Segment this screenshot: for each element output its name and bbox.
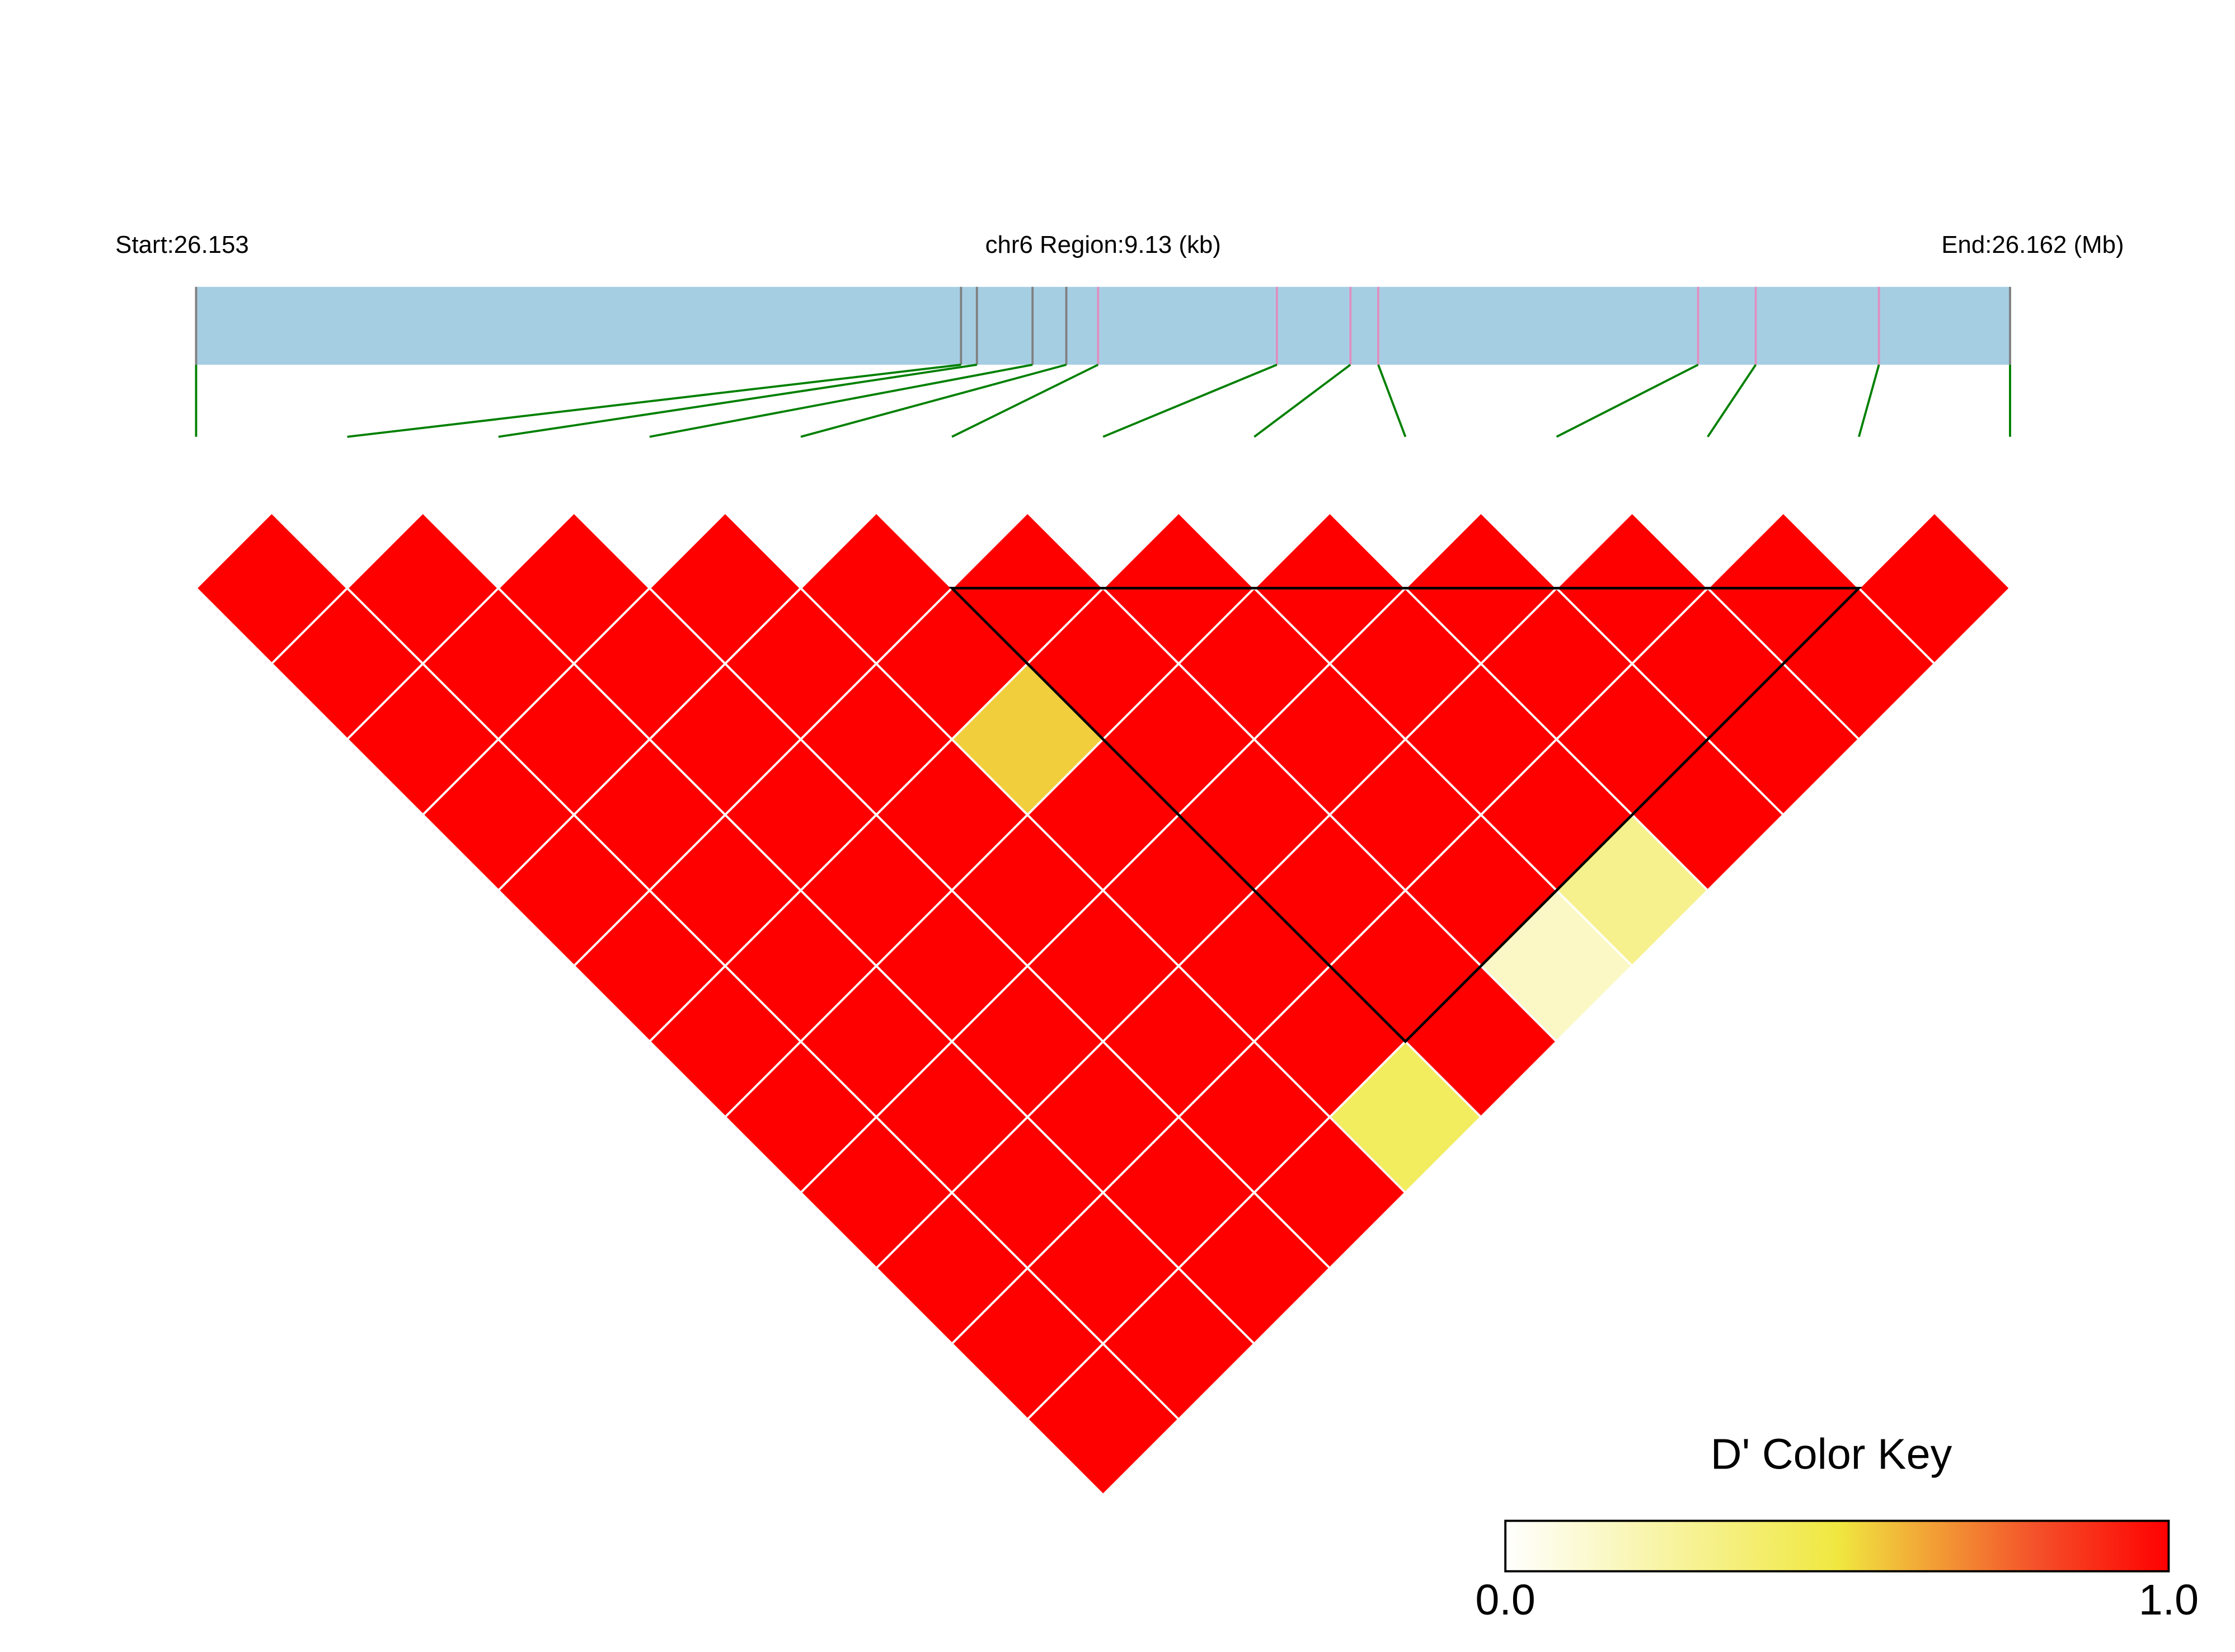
end-label: End:26.162 (Mb) [1941,231,2124,258]
snp-link [649,364,1033,438]
color-key-bar [1504,1519,2170,1573]
color-key-tick-label: 0.0 [1475,1576,1535,1624]
snp-link [1858,364,1880,437]
snp-link [800,364,1067,438]
snp-link [1707,364,1757,437]
snp-link [347,364,961,438]
snp-link [1556,364,1699,438]
color-key-title: D' Color Key [1711,1430,1952,1479]
snp-link [1253,364,1351,438]
ld-cell [1857,511,2012,666]
ld-block [949,587,1862,1044]
snp-link [1102,364,1278,438]
snp-link [1377,364,1407,437]
region-label: chr6 Region:9.13 (kb) [985,231,1221,258]
start-label: Start:26.153 [115,231,249,258]
snp-link [498,364,978,438]
region-bar [196,286,2011,365]
color-key-tick-label: 1.0 [2139,1576,2199,1624]
snp-link [951,364,1099,438]
